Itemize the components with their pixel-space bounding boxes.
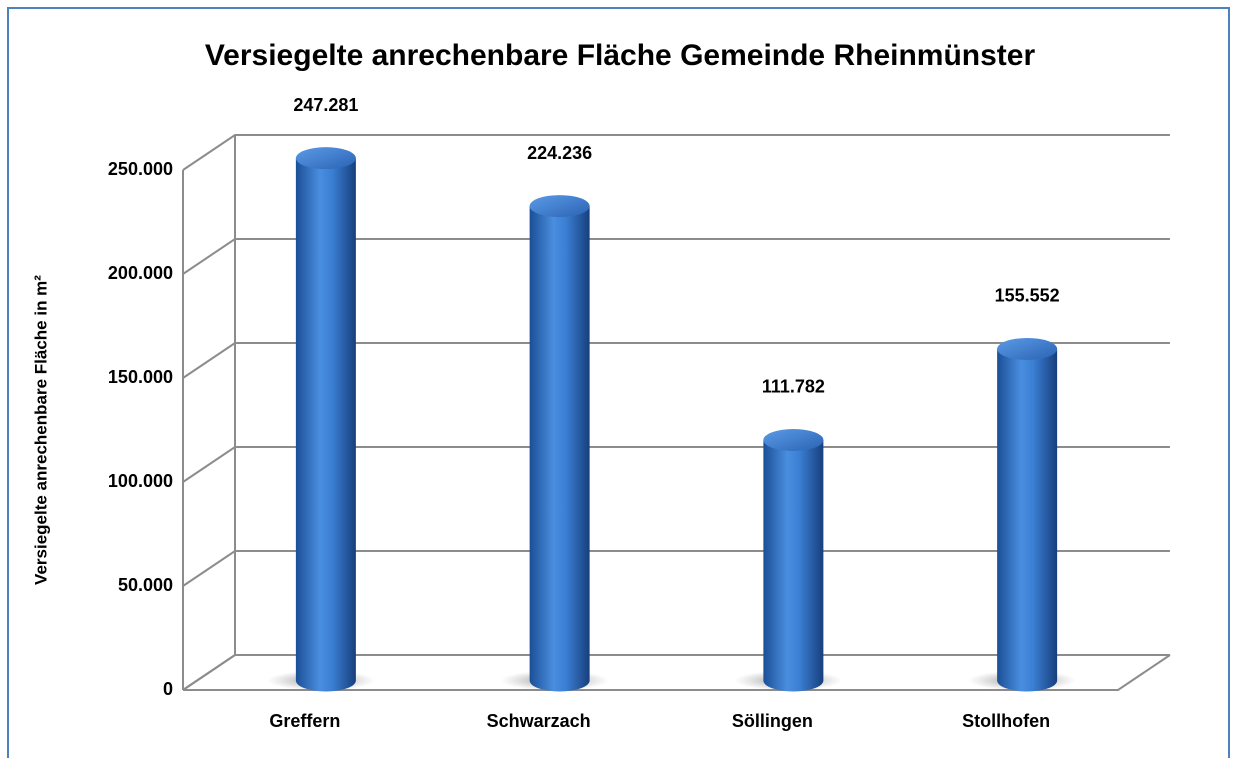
x-tick-label: Stollhofen (962, 711, 1050, 731)
x-tick-label: Söllingen (732, 711, 813, 731)
bar-top (295, 147, 356, 170)
bar (529, 206, 590, 692)
value-label: 111.782 (762, 377, 825, 397)
value-label: 224.236 (527, 143, 592, 163)
y-tick-label: 100.000 (108, 471, 173, 491)
y-tick-label: 0 (163, 679, 173, 699)
grid-line (182, 446, 1170, 483)
y-axis-label: Versiegelte anrechenbare Fläche in m² (31, 275, 50, 585)
bar-top (763, 428, 824, 451)
value-label: 155.552 (995, 286, 1060, 306)
floor (183, 654, 1171, 691)
bar (295, 158, 356, 692)
y-tick-label: 150.000 (108, 367, 173, 387)
grid-line (182, 134, 1170, 171)
frame (7, 7, 1230, 758)
y-tick-label: 50.000 (118, 575, 173, 595)
value-label: 247.281 (293, 95, 358, 115)
x-tick-label: Greffern (269, 711, 340, 731)
axis-line (182, 135, 236, 691)
bar-top (997, 337, 1058, 360)
y-tick-label: 200.000 (108, 263, 173, 283)
y-tick-label: 250.000 (108, 159, 173, 179)
bar (763, 439, 824, 692)
grid-line (182, 654, 1170, 691)
x-tick-label: Schwarzach (487, 711, 591, 731)
chart-title: Versiegelte anrechenbare Fläche Gemeinde… (205, 39, 1036, 72)
grid-line (182, 238, 1170, 275)
grid-line (182, 342, 1170, 379)
bar-top (529, 195, 590, 218)
grid-line (182, 550, 1170, 587)
bar (997, 348, 1058, 692)
